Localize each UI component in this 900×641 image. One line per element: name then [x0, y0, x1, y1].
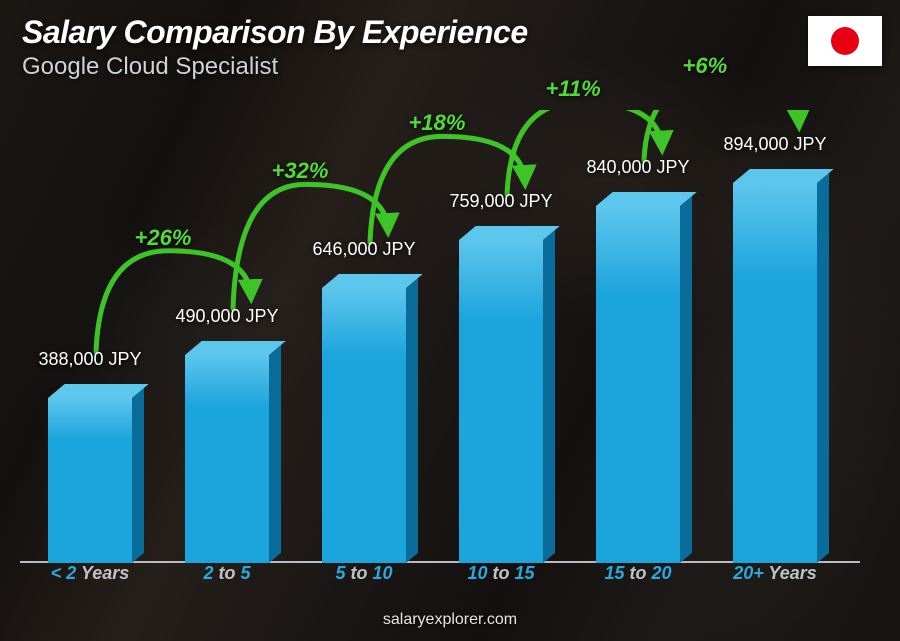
x-label: 20+ Years — [705, 563, 845, 584]
x-label: 10 to 15 — [431, 563, 571, 584]
bar — [459, 240, 543, 563]
bar-front — [733, 183, 817, 563]
bar — [596, 206, 680, 563]
bar-side — [132, 388, 144, 563]
bar-side — [406, 278, 418, 563]
bar — [322, 288, 406, 563]
value-label: 759,000 JPY — [431, 191, 571, 212]
value-label: 840,000 JPY — [568, 157, 708, 178]
title: Salary Comparison By Experience — [22, 14, 528, 51]
bar-top — [733, 169, 834, 183]
subtitle: Google Cloud Specialist — [22, 53, 528, 81]
x-label: 2 to 5 — [157, 563, 297, 584]
bar-front — [596, 206, 680, 563]
bar-slot — [715, 110, 835, 563]
pct-increase: +26% — [135, 225, 192, 251]
x-label: < 2 Years — [20, 563, 160, 584]
pct-increase: +18% — [409, 110, 466, 136]
pct-increase: +6% — [683, 53, 728, 79]
bar-side — [680, 196, 692, 563]
bar-top — [459, 226, 560, 240]
bar-top — [322, 274, 423, 288]
bar-slot — [441, 110, 561, 563]
bar-front — [48, 398, 132, 563]
bar-side — [269, 345, 281, 563]
bar — [48, 398, 132, 563]
bar-front — [459, 240, 543, 563]
bar-top — [596, 192, 697, 206]
value-label: 894,000 JPY — [705, 134, 845, 155]
bar — [185, 355, 269, 563]
bar-front — [322, 288, 406, 563]
pct-increase: +32% — [272, 158, 329, 184]
header: Salary Comparison By Experience Google C… — [22, 14, 528, 81]
value-label: 490,000 JPY — [157, 306, 297, 327]
bar-side — [817, 173, 829, 563]
x-label: 5 to 10 — [294, 563, 434, 584]
bar-top — [185, 341, 286, 355]
flag-japan-dot — [831, 27, 859, 55]
pct-increase: +11% — [546, 76, 601, 102]
footer-attribution: salaryexplorer.com — [0, 611, 900, 629]
bar-top — [48, 384, 149, 398]
bar-chart: 388,000 JPY< 2 Years490,000 JPY2 to 5646… — [30, 110, 850, 563]
country-flag — [808, 16, 882, 66]
bar-slot — [30, 110, 150, 563]
value-label: 646,000 JPY — [294, 239, 434, 260]
infographic-container: Salary Comparison By Experience Google C… — [0, 0, 900, 641]
value-label: 388,000 JPY — [20, 349, 160, 370]
bar-front — [185, 355, 269, 563]
bar-slot — [167, 110, 287, 563]
bar — [733, 183, 817, 563]
bar-side — [543, 230, 555, 563]
x-label: 15 to 20 — [568, 563, 708, 584]
